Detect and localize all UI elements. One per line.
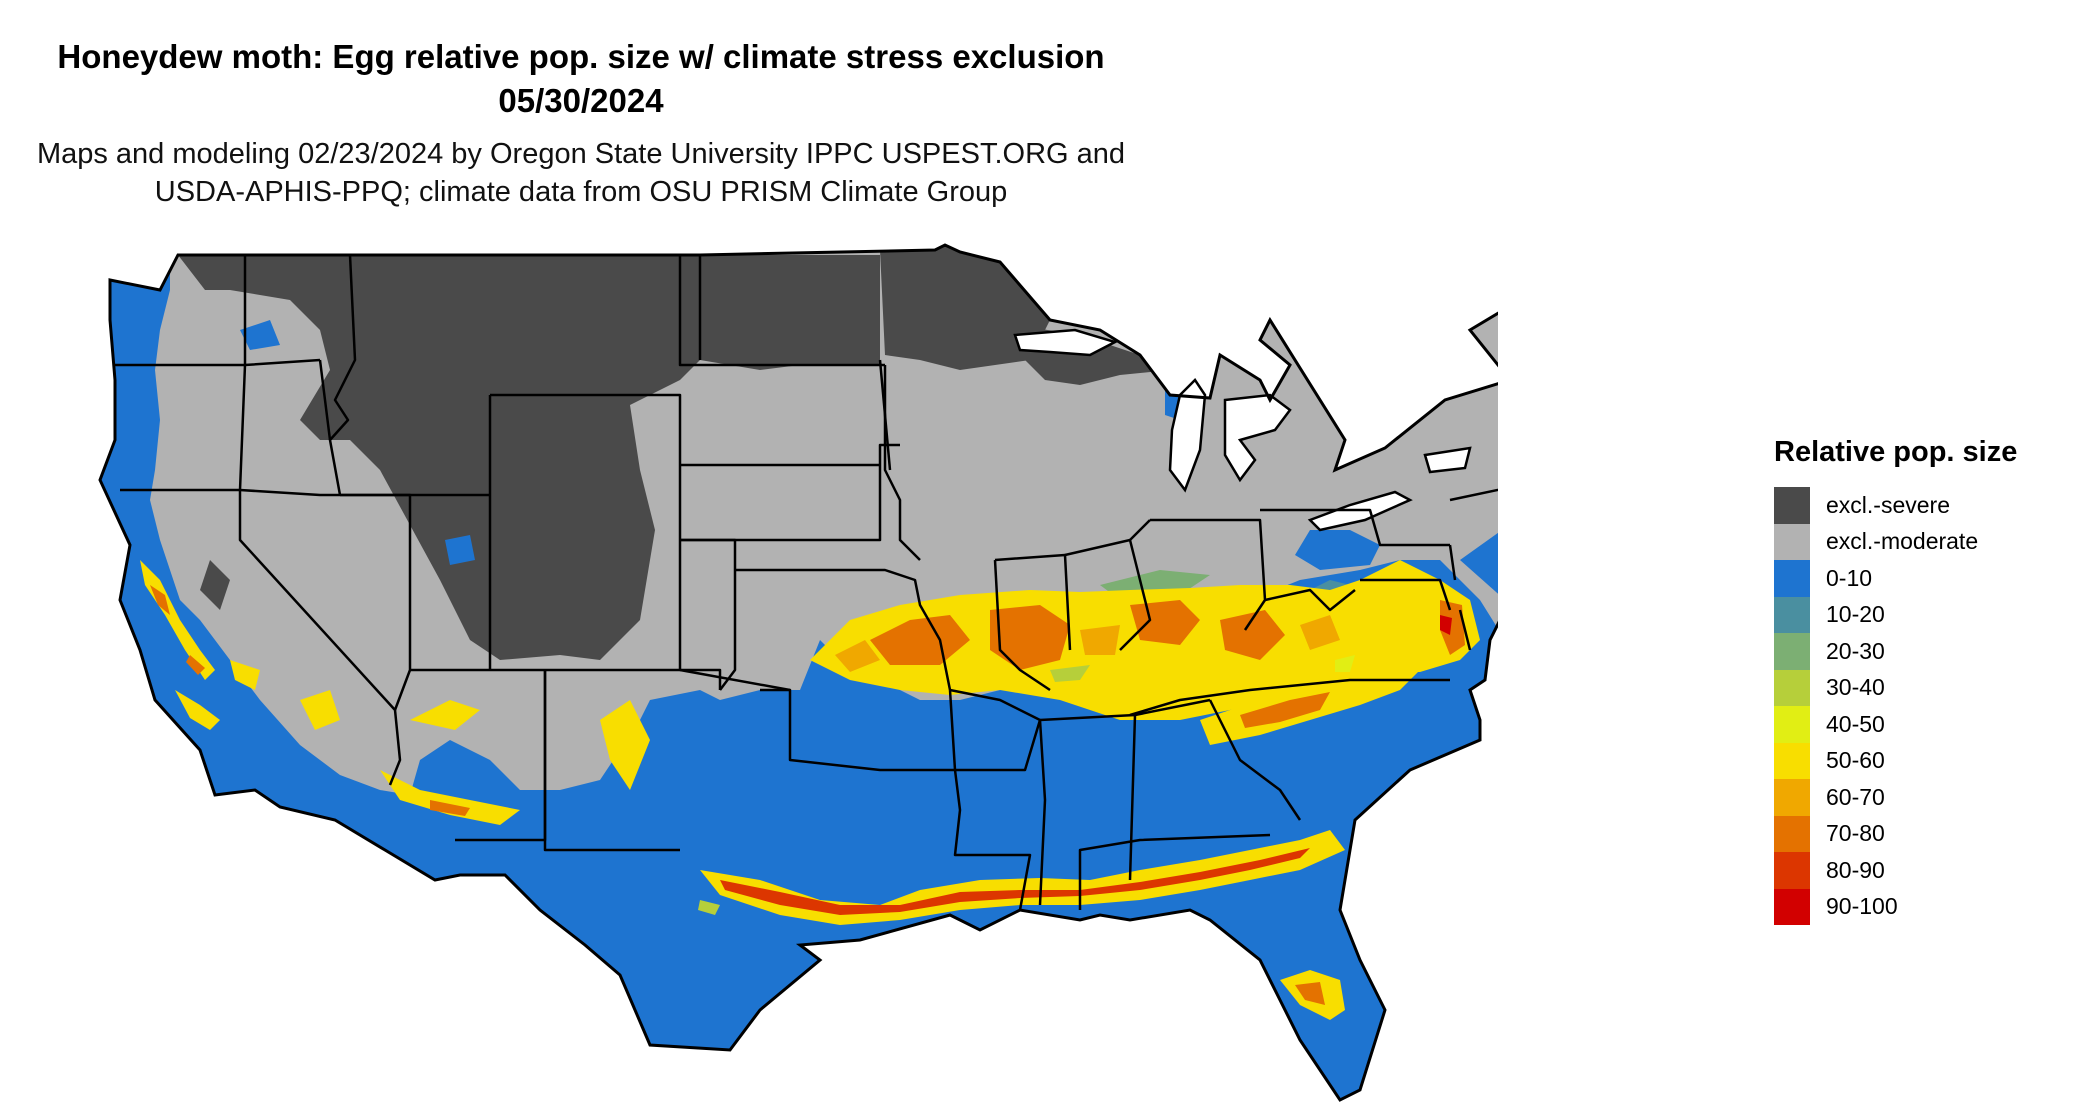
legend-item: 60-70 [1774,779,2017,816]
legend-swatch [1774,888,1810,925]
severe-exclusion-zones [178,245,1170,660]
legend-swatch [1774,669,1810,706]
legend-label: excl.-severe [1826,491,1950,518]
legend-swatch [1774,742,1810,779]
zone-70-80-florida [1295,982,1325,1005]
zone-90-100 [1440,615,1452,635]
legend-label: excl.-moderate [1826,528,1979,555]
legend-swatch [1774,852,1810,889]
legend-label: 60-70 [1826,783,1885,810]
legend-label: 30-40 [1826,674,1885,701]
zone-50-60-gulf [700,830,1345,925]
zone-30-40 [698,665,1090,915]
zone-70-80-west [150,585,470,816]
legend-label: 0-10 [1826,564,1873,591]
legend-item: excl.-severe [1774,487,2017,524]
legend-label: 50-60 [1826,747,1885,774]
legend-swatch [1774,815,1810,852]
zone-70-80-appalachian [1240,692,1330,728]
legend-title: Relative pop. size [1774,436,2018,468]
legend-item: 70-80 [1774,815,2017,852]
legend-item: 20-30 [1774,633,2017,670]
legend-item: 90-100 [1774,888,2017,925]
legend-swatch [1774,706,1810,743]
legend-item: 30-40 [1774,669,2017,706]
legend-label: 90-100 [1826,893,1898,920]
legend-item: 40-50 [1774,706,2017,743]
credit-line-1: Maps and modeling 02/23/2024 by Oregon S… [36,138,1126,170]
zone-70-80-north [870,600,1465,670]
great-lakes [1013,328,1472,532]
legend-label: 70-80 [1826,820,1885,847]
legend: Relative pop. size excl.-severe excl.-mod… [1774,436,2017,925]
us-outline [98,243,1498,1102]
map-title: Honeydew moth: Egg relative pop. size w/… [57,38,1105,75]
legend-swatch [1774,596,1810,633]
legend-label: 10-20 [1826,601,1885,628]
legend-items: excl.-severe excl.-moderate 0-10 10-20 20-30… [1774,487,2017,925]
legend-swatch [1774,633,1810,670]
legend-item: 80-90 [1774,852,2017,889]
state-borders [115,254,1498,911]
legend-label: 80-90 [1826,856,1885,883]
legend-swatch [1774,487,1810,524]
zone-40-50 [1335,655,1355,672]
legend-item: 10-20 [1774,596,2017,633]
legend-label: 40-50 [1826,710,1885,737]
legend-swatch [1774,779,1810,816]
us-population-map [98,243,1498,1102]
legend-swatch [1774,523,1810,560]
map-date: 05/30/2024 [498,82,664,119]
zone-60-70-north [835,615,1340,672]
credit-line-2: USDA-APHIS-PPQ; climate data from OSU PR… [154,176,1008,208]
legend-item: excl.-moderate [1774,523,2017,560]
legend-item: 0-10 [1774,560,2017,597]
legend-label: 20-30 [1826,637,1885,664]
legend-item: 50-60 [1774,742,2017,779]
legend-swatch [1774,560,1810,597]
